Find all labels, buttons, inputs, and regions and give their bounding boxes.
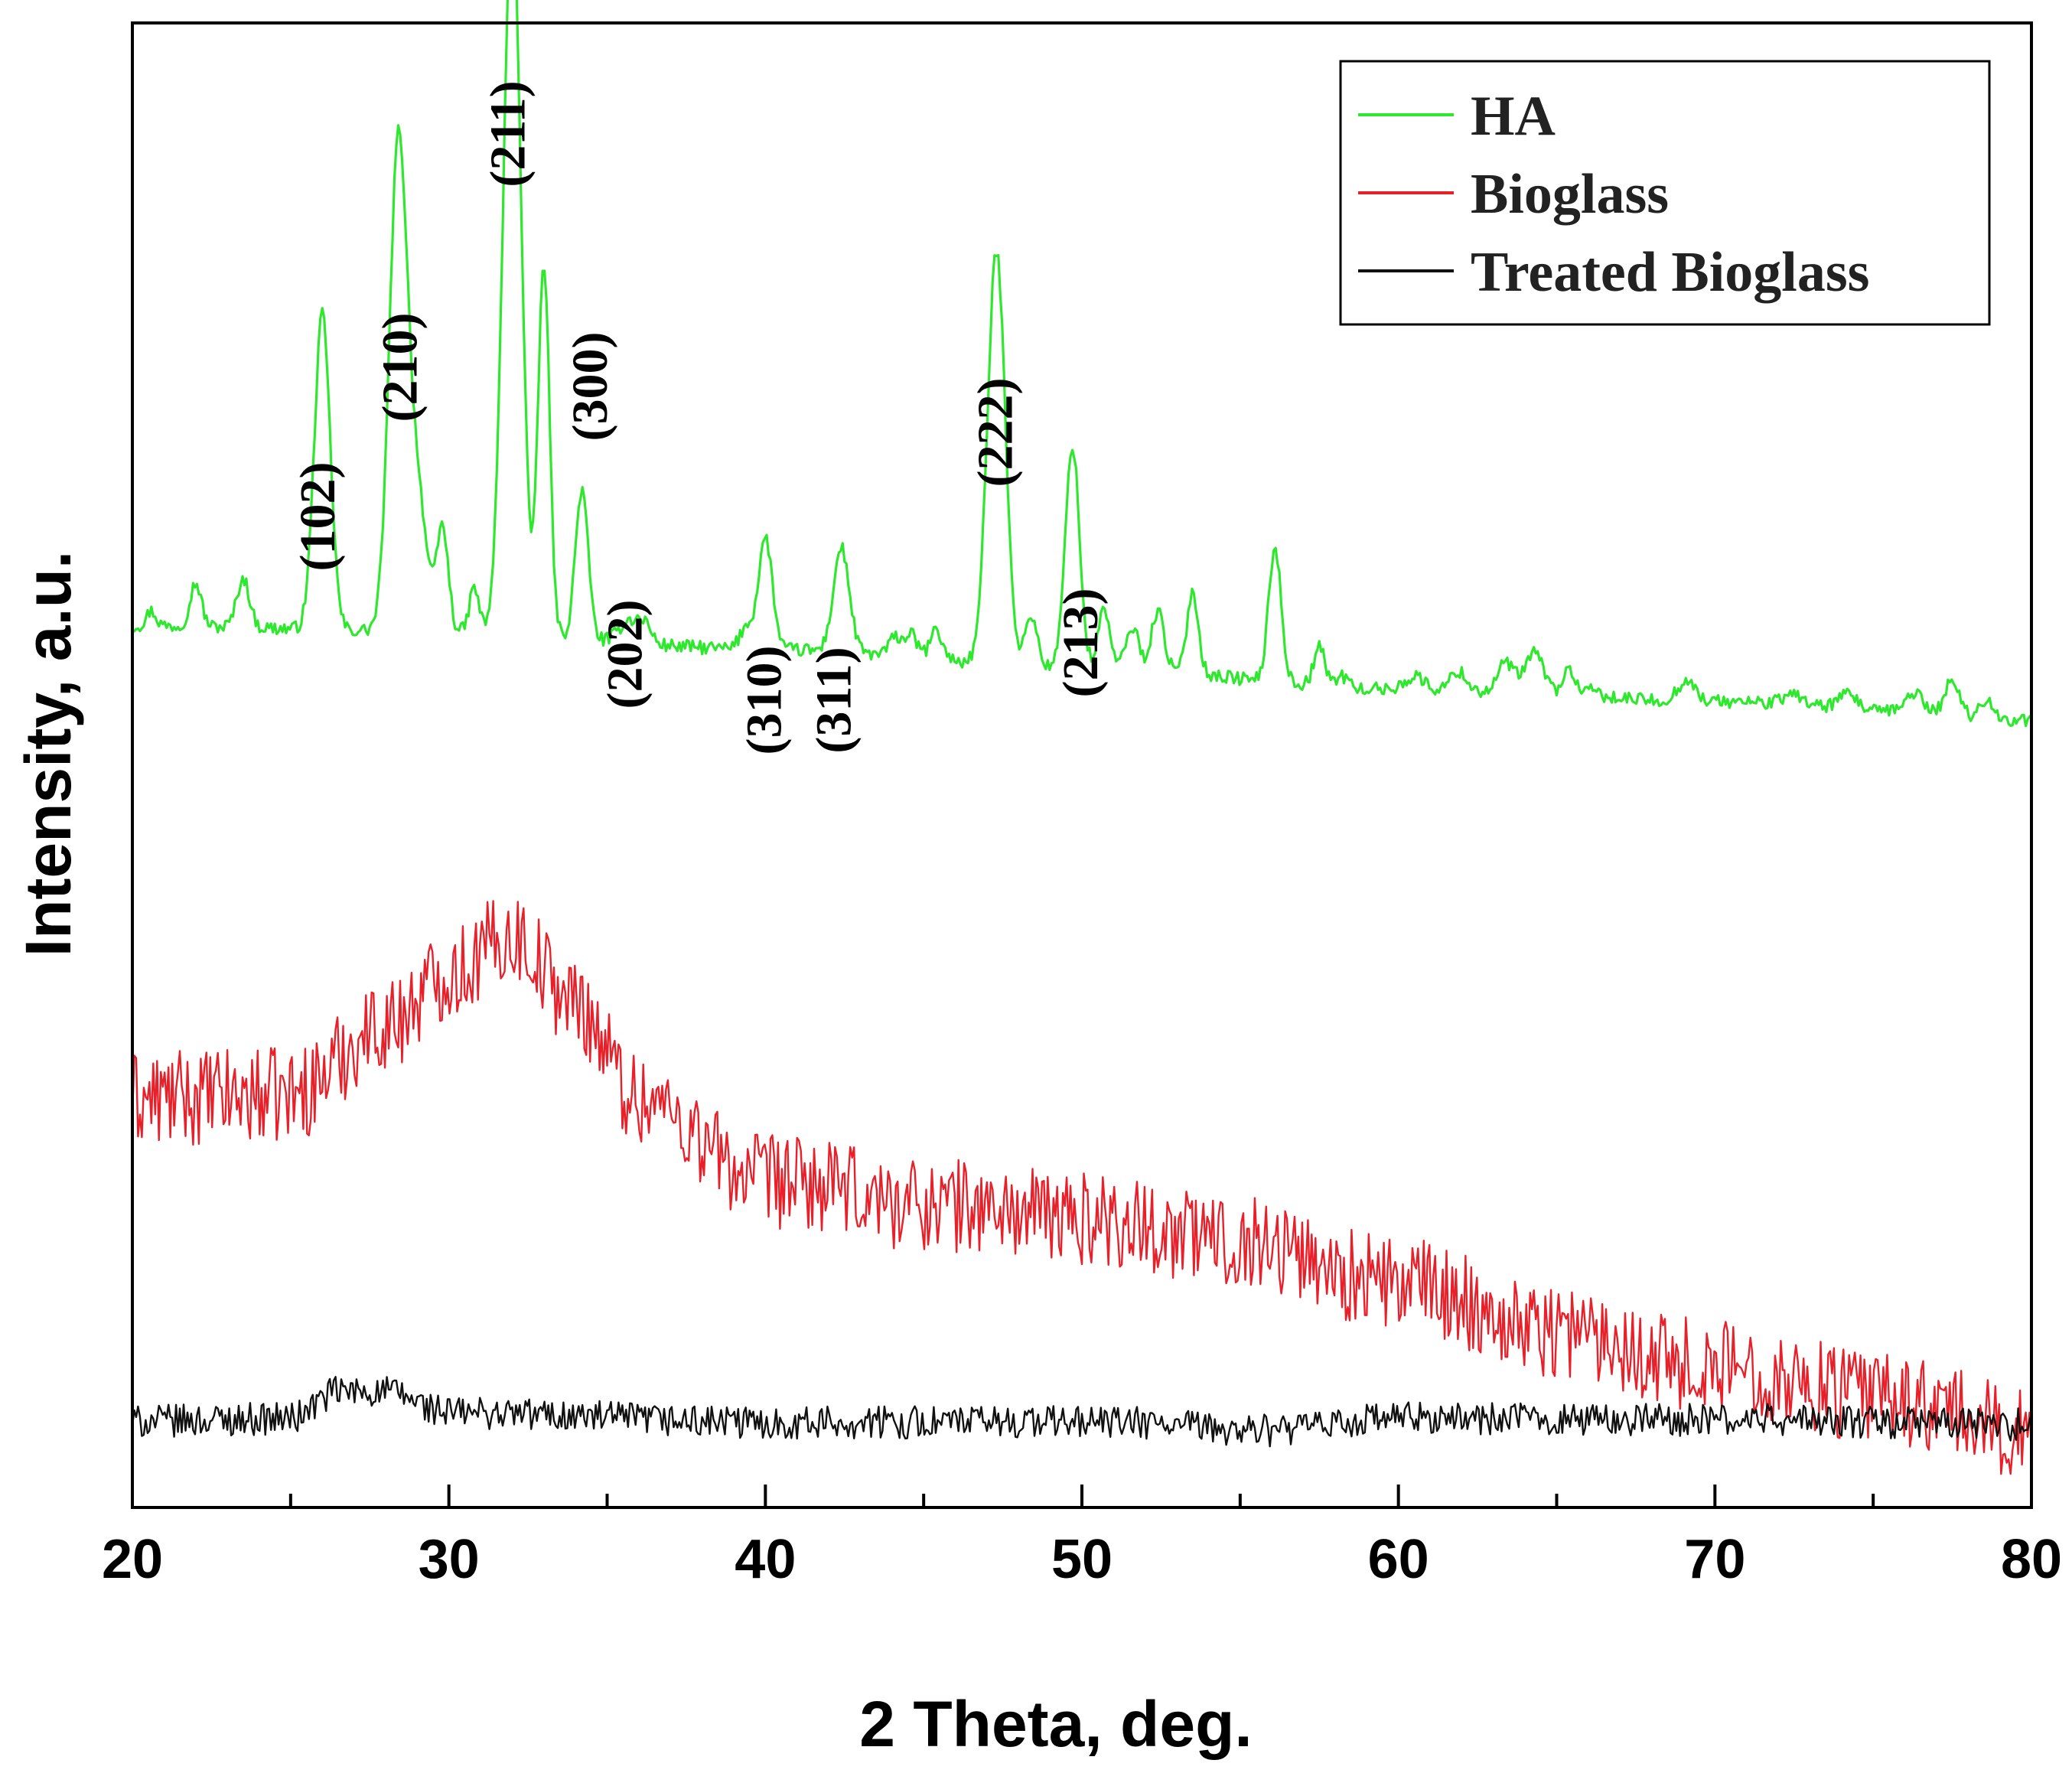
series-layer [131, 0, 2033, 1475]
peak-label: (210) [373, 313, 428, 422]
series-line-ha [131, 0, 2033, 728]
x-tick-label: 50 [1051, 1529, 1113, 1590]
peak-label: (311) [806, 647, 862, 753]
x-ticks: 20 30 40 50 60 70 80 [102, 1485, 2062, 1590]
y-axis-title: Intensity, a.u. [12, 551, 84, 957]
peak-label: (202) [597, 600, 653, 709]
series-line-treated-bioglass [131, 1376, 2033, 1448]
legend-label: Treated Bioglass [1471, 241, 1869, 304]
x-axis-title: 2 Theta, deg. [859, 1688, 1252, 1760]
peak-label: (213) [1053, 588, 1109, 698]
peak-label: (300) [562, 332, 618, 442]
series-line-bioglass [131, 900, 2033, 1475]
x-tick-label: 80 [2001, 1529, 2062, 1590]
x-tick-label: 30 [419, 1529, 480, 1590]
legend-label: Bioglass [1471, 163, 1669, 226]
peak-labels: (102) (210) (211) (300) (202) (310) (311) (222)… [290, 80, 1109, 755]
x-tick-label: 70 [1684, 1529, 1745, 1590]
peak-label: (102) [290, 462, 346, 572]
legend-label: HA [1471, 85, 1556, 148]
x-tick-label: 60 [1368, 1529, 1429, 1590]
legend: HA Bioglass Treated Bioglass [1339, 60, 1991, 326]
peak-label: (211) [480, 80, 536, 187]
x-tick-label: 20 [102, 1529, 163, 1590]
peak-label: (222) [967, 378, 1023, 487]
x-tick-label: 40 [735, 1529, 796, 1590]
peak-label: (310) [736, 646, 792, 755]
